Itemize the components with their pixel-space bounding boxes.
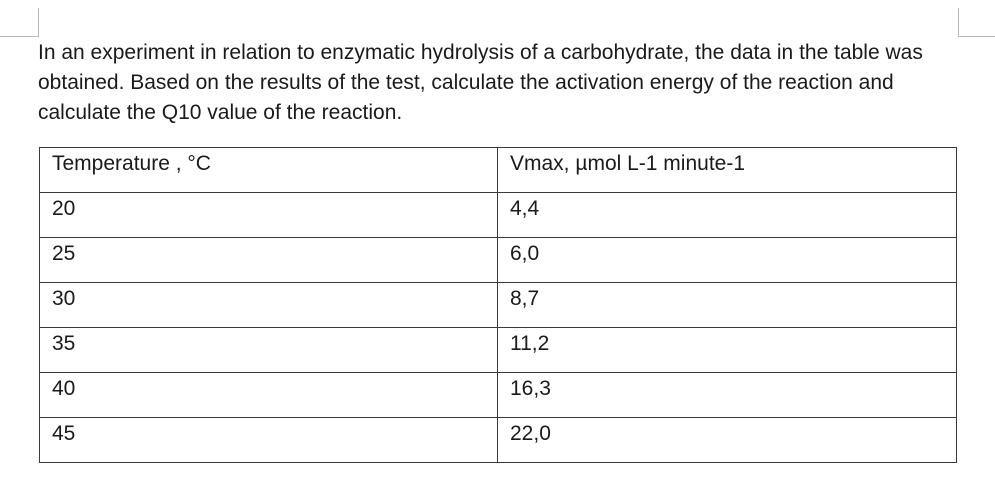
cell-vmax: 16,3 — [497, 372, 957, 418]
cell-temperature: 25 — [39, 237, 498, 283]
cell-vmax: 8,7 — [497, 282, 957, 328]
cell-temperature: 30 — [39, 282, 498, 328]
cell-vmax: 6,0 — [497, 237, 957, 283]
table-row: 40 16,3 — [39, 372, 957, 418]
cell-temperature: 45 — [39, 417, 498, 463]
question-text: In an experiment in relation to enzymati… — [38, 41, 923, 124]
cell-temperature: 35 — [39, 327, 498, 373]
cell-vmax: 22,0 — [497, 417, 957, 463]
cell-temperature: 20 — [39, 192, 498, 238]
table-header-row: Temperature , °C Vmax, µmol L-1 minute-1 — [39, 147, 957, 193]
table-row: 45 22,0 — [39, 417, 957, 463]
table-row: 25 6,0 — [39, 237, 957, 283]
cell-vmax: 11,2 — [497, 327, 957, 373]
table-row: 35 11,2 — [39, 327, 957, 373]
table-row: 20 4,4 — [39, 192, 957, 238]
header-temperature: Temperature , °C — [39, 147, 498, 193]
crop-mark-top-left — [0, 8, 39, 37]
cell-vmax: 4,4 — [497, 192, 957, 238]
table-row: 30 8,7 — [39, 282, 957, 328]
crop-mark-top-right — [958, 8, 995, 37]
header-vmax: Vmax, µmol L-1 minute-1 — [497, 147, 957, 193]
data-table: Temperature , °C Vmax, µmol L-1 minute-1… — [39, 147, 957, 463]
cell-temperature: 40 — [39, 372, 498, 418]
